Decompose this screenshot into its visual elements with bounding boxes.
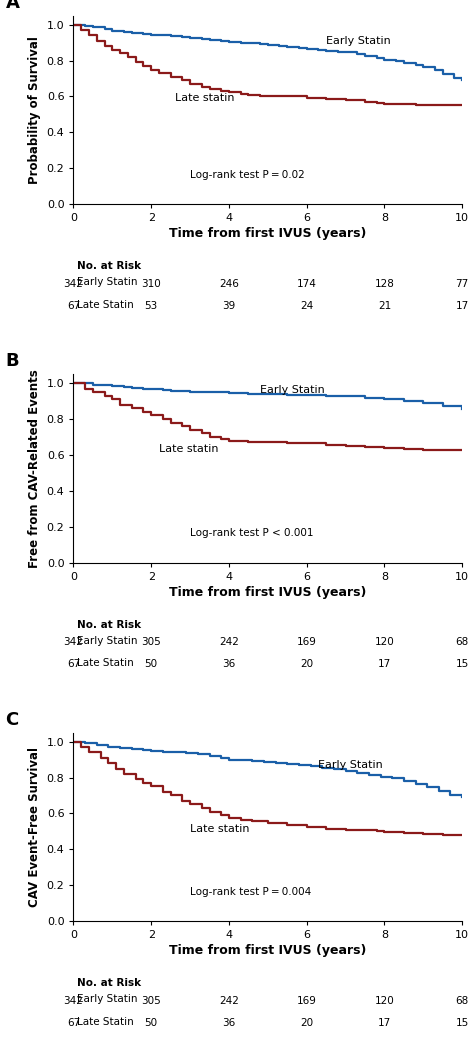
Text: 77: 77 <box>456 278 469 289</box>
Text: 67: 67 <box>67 1018 80 1028</box>
Text: 24: 24 <box>300 301 313 311</box>
Y-axis label: Probability of Survival: Probability of Survival <box>28 36 41 184</box>
Text: Early Statin: Early Statin <box>77 277 138 288</box>
Text: 310: 310 <box>141 278 161 289</box>
Text: Late Statin: Late Statin <box>77 1017 134 1027</box>
Text: B: B <box>6 353 19 370</box>
Text: Log-rank test P = 0.004: Log-rank test P = 0.004 <box>190 887 311 896</box>
Text: 17: 17 <box>456 301 469 311</box>
Text: 36: 36 <box>222 1018 236 1028</box>
Text: 39: 39 <box>222 301 236 311</box>
Text: 128: 128 <box>374 278 394 289</box>
Y-axis label: CAV Event-Free Survival: CAV Event-Free Survival <box>28 747 41 907</box>
Text: No. at Risk: No. at Risk <box>77 620 141 630</box>
Text: No. at Risk: No. at Risk <box>77 262 141 272</box>
Text: 120: 120 <box>374 637 394 647</box>
Y-axis label: Free from CAV-Related Events: Free from CAV-Related Events <box>28 369 41 568</box>
Text: 20: 20 <box>300 1018 313 1028</box>
Text: 21: 21 <box>378 301 391 311</box>
Text: Early Statin: Early Statin <box>260 385 325 395</box>
Text: 67: 67 <box>67 659 80 669</box>
Text: Late statin: Late statin <box>190 824 250 835</box>
Text: 67: 67 <box>67 301 80 311</box>
Text: 50: 50 <box>145 659 158 669</box>
Text: Late statin: Late statin <box>159 445 219 454</box>
Text: 36: 36 <box>222 659 236 669</box>
Text: 305: 305 <box>141 637 161 647</box>
Text: Early Statin: Early Statin <box>319 759 383 770</box>
Text: 246: 246 <box>219 278 239 289</box>
Text: A: A <box>6 0 19 12</box>
Text: Early Statin: Early Statin <box>77 995 138 1004</box>
Text: 68: 68 <box>456 637 469 647</box>
Text: 20: 20 <box>300 659 313 669</box>
Text: 174: 174 <box>297 278 317 289</box>
Text: 342: 342 <box>64 278 83 289</box>
Text: Early Statin: Early Statin <box>77 636 138 645</box>
Text: 68: 68 <box>456 996 469 1005</box>
Text: 305: 305 <box>141 996 161 1005</box>
Text: No. at Risk: No. at Risk <box>77 978 141 988</box>
Text: 342: 342 <box>64 637 83 647</box>
Text: Late statin: Late statin <box>174 93 234 103</box>
Text: 15: 15 <box>456 659 469 669</box>
Text: 53: 53 <box>145 301 158 311</box>
Text: 169: 169 <box>297 996 317 1005</box>
Text: 169: 169 <box>297 637 317 647</box>
Text: 242: 242 <box>219 637 239 647</box>
Text: Early Statin: Early Statin <box>326 37 391 46</box>
X-axis label: Time from first IVUS (years): Time from first IVUS (years) <box>169 945 366 957</box>
Text: 342: 342 <box>64 996 83 1005</box>
Text: Log-rank test P = 0.02: Log-rank test P = 0.02 <box>190 169 305 180</box>
Text: 242: 242 <box>219 996 239 1005</box>
Text: 17: 17 <box>378 659 391 669</box>
Text: Late Statin: Late Statin <box>77 300 134 310</box>
Text: 50: 50 <box>145 1018 158 1028</box>
Text: Log-rank test P < 0.001: Log-rank test P < 0.001 <box>190 528 314 538</box>
Text: Late Statin: Late Statin <box>77 658 134 668</box>
Text: C: C <box>6 711 18 729</box>
Text: 120: 120 <box>374 996 394 1005</box>
X-axis label: Time from first IVUS (years): Time from first IVUS (years) <box>169 227 366 241</box>
Text: 15: 15 <box>456 1018 469 1028</box>
Text: 17: 17 <box>378 1018 391 1028</box>
X-axis label: Time from first IVUS (years): Time from first IVUS (years) <box>169 586 366 598</box>
